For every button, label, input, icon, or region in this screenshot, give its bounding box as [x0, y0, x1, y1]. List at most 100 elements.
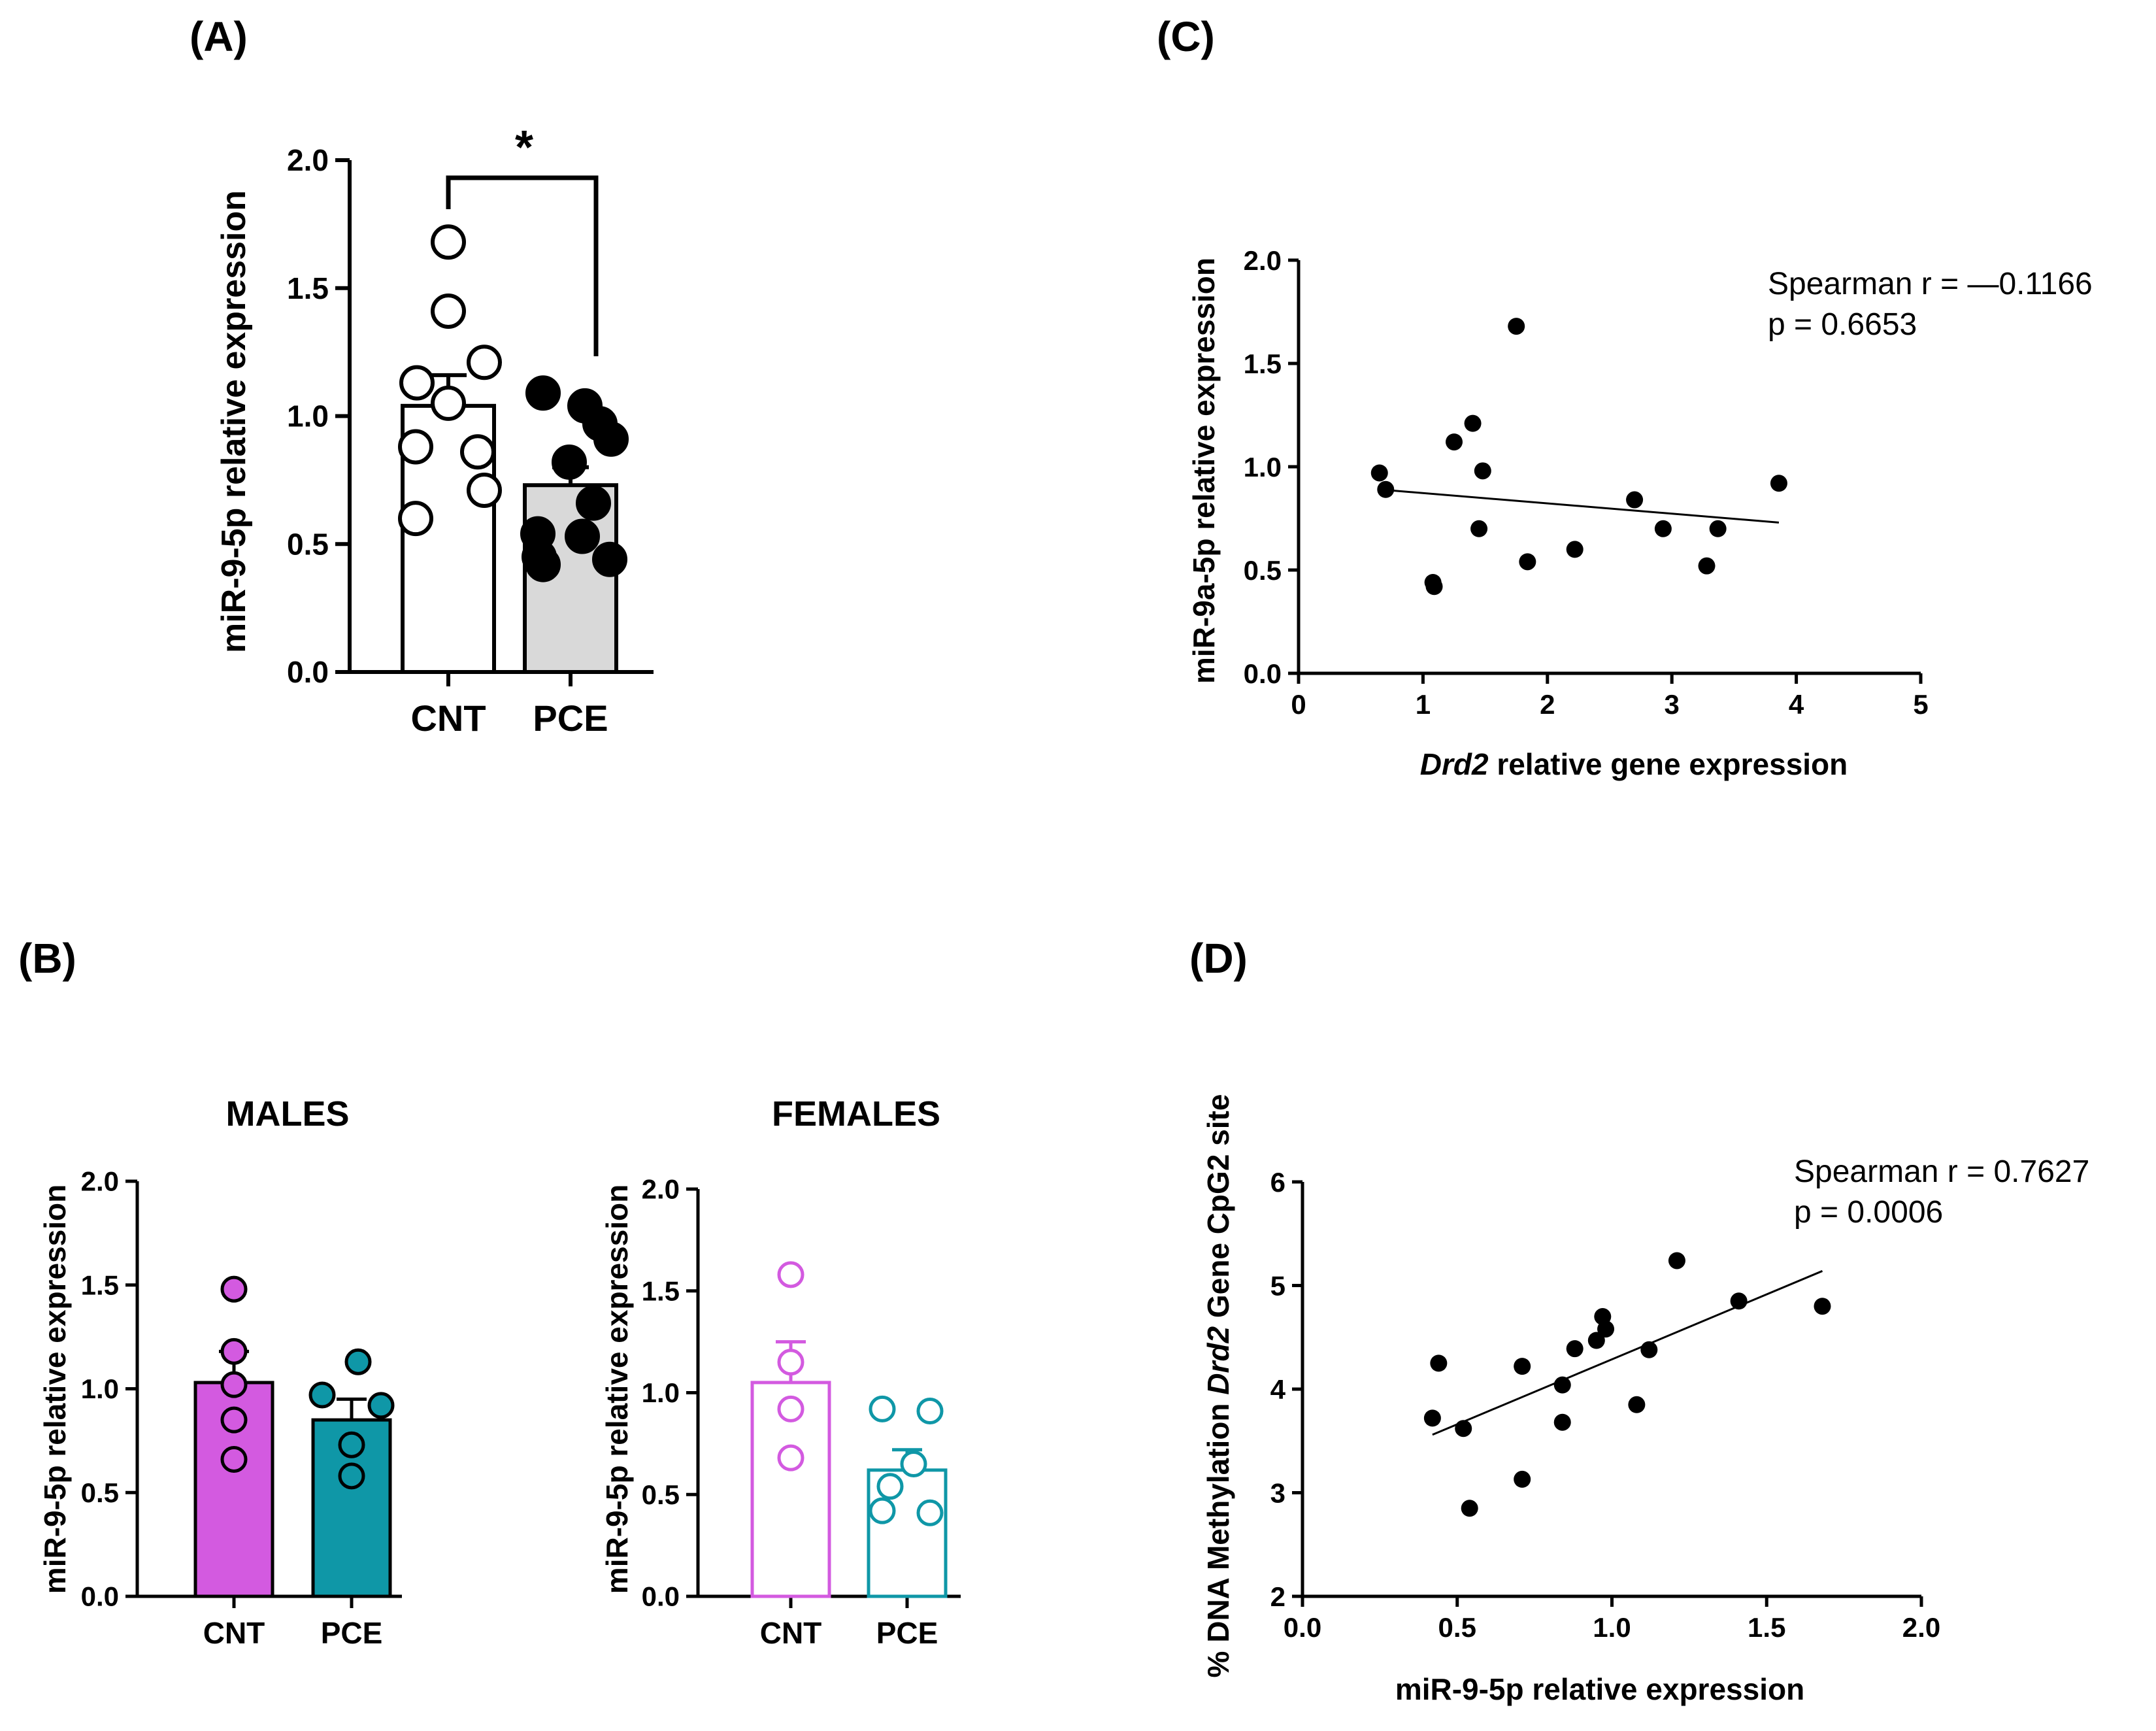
chart-c-annotation-p: p = 0.6653: [1768, 307, 1917, 342]
chart-d-y-tick-label: 2: [1270, 1581, 1285, 1612]
chart-a-ylabel: miR-9-5p relative expression: [215, 190, 253, 653]
chart-d-x-tick-label: 1.5: [1748, 1612, 1785, 1643]
chart-b-females-data-point: [900, 1451, 927, 1478]
chart-b-females-y-tick-label: 0.5: [642, 1479, 680, 1510]
chart-d-ylabel-pre: % DNA Methylation: [1201, 1395, 1235, 1678]
chart-b-males-data-point: [344, 1348, 372, 1375]
chart-d-y-tick-label: 3: [1270, 1478, 1285, 1509]
chart-c-data-point: [1709, 520, 1727, 537]
chart-d-x-tick-label: 0.0: [1284, 1612, 1321, 1643]
chart-a-y-tick-label: 1.0: [287, 399, 329, 433]
chart-d-x-tick-label: 2.0: [1902, 1612, 1940, 1643]
chart-a-data-point: [431, 385, 466, 421]
chart-b-males-data-point: [338, 1431, 365, 1458]
chart-a-data-point: [592, 541, 627, 577]
chart-c-x-tick-label: 3: [1665, 689, 1680, 720]
chart-b-females-y-tick-label: 1.5: [642, 1275, 680, 1306]
chart-b-females-data-point: [777, 1444, 804, 1471]
chart-a-data-point: [525, 375, 561, 411]
chart-b-females: 0.0 0.5 1.0 1.5 2.0 CNT PCE: [642, 1174, 961, 1650]
chart-c-x-tick-label: 1: [1416, 689, 1431, 720]
chart-b-females-data-point: [777, 1395, 804, 1422]
chart-d-data-point: [1597, 1320, 1615, 1338]
chart-d-data-point: [1668, 1252, 1685, 1269]
chart-b-males-title: MALES: [226, 1094, 350, 1134]
chart-a-data-point: [552, 444, 587, 480]
chart-d-data-point: [1553, 1376, 1571, 1394]
chart-d-ylabel-gene: Drd2: [1201, 1326, 1235, 1394]
chart-c-y-tick-label: 0.0: [1244, 658, 1282, 689]
chart-d-x-tick-label: 0.5: [1438, 1612, 1476, 1643]
chart-b-males-data-point: [220, 1445, 248, 1473]
chart-d-data-point: [1814, 1298, 1831, 1315]
chart-d-ylabel-post: Gene CpG2 site: [1201, 1094, 1235, 1326]
chart-d-annotation-r: Spearman r = 0.7627: [1794, 1154, 2089, 1189]
chart-b-females-data-point: [777, 1349, 804, 1376]
chart-a-data-point: [398, 429, 433, 465]
chart-a-data-point: [565, 518, 600, 554]
chart-a-data-point: [398, 501, 433, 537]
chart-d: 2 3 4 5 6 0.0 0.5 1.0 1.5 2.0: [1270, 1167, 1941, 1643]
chart-c-y-tick-label: 2.0: [1244, 245, 1282, 276]
chart-a-data-point: [576, 485, 611, 521]
chart-c-trendline: [1379, 488, 1780, 524]
chart-a-y-tick-label: 0.0: [287, 655, 329, 689]
chart-a-category-label: PCE: [533, 697, 608, 739]
panel-label-c: (C): [1157, 13, 1215, 60]
chart-b-females-ylabel: miR-9-5p relative expression: [600, 1185, 634, 1594]
chart-d-data-point: [1514, 1470, 1531, 1488]
chart-a-significance-bracket: [446, 175, 599, 356]
chart-d-data-point: [1553, 1413, 1571, 1431]
chart-b-males-data-point: [220, 1371, 248, 1398]
chart-d-data-point: [1730, 1292, 1748, 1310]
chart-c-data-point: [1464, 414, 1482, 432]
chart-b-females-category-label: CNT: [760, 1616, 822, 1650]
chart-d-y-tick-label: 6: [1270, 1167, 1285, 1198]
chart-b-males-y-tick-label: 2.0: [81, 1166, 119, 1197]
chart-b-males-y-tick-label: 0.5: [81, 1477, 119, 1508]
chart-c-xlabel-gene: Drd2: [1420, 747, 1489, 781]
chart-d-data-point: [1514, 1358, 1531, 1375]
panel-label-d: (D): [1189, 935, 1248, 982]
chart-b-females-category-label: PCE: [876, 1616, 938, 1650]
chart-d-y-tick-label: 4: [1270, 1374, 1286, 1405]
chart-c-data-point: [1770, 475, 1787, 492]
chart-c-ylabel: miR-9a-5p relative expression: [1187, 258, 1221, 684]
chart-a-y-tick-label: 1.5: [287, 271, 329, 305]
chart-b-males-data-point: [308, 1381, 336, 1409]
chart-b-females-data-point: [916, 1499, 944, 1526]
chart-c: 0.0 0.5 1.0 1.5 2.0 0 1 2 3 4 5: [1244, 245, 1929, 720]
chart-c-xlabel-rest: relative gene expression: [1489, 747, 1848, 781]
chart-a-data-point: [467, 473, 502, 509]
chart-c-data-point: [1519, 553, 1536, 571]
chart-c-data-point: [1377, 480, 1395, 498]
chart-b-females-data-point: [916, 1398, 944, 1425]
chart-c-xlabel: Drd2 relative gene expression: [1420, 747, 1848, 781]
chart-d-data-point: [1455, 1420, 1472, 1437]
chart-a-data-point: [399, 365, 435, 401]
chart-d-annotation-p: p = 0.0006: [1794, 1195, 1943, 1230]
chart-a-data-point: [593, 421, 629, 457]
chart-d-y-tick-label: 5: [1270, 1271, 1285, 1302]
chart-b-males: 0.0 0.5 1.0 1.5 2.0 CNT PCE: [81, 1166, 402, 1650]
chart-d-data-point: [1628, 1396, 1646, 1413]
chart-b-males-category-label: PCE: [321, 1616, 383, 1650]
panel-label-a: (A): [190, 13, 248, 60]
chart-b-females-y-tick-label: 2.0: [642, 1174, 680, 1205]
chart-b-males-y-tick-label: 1.0: [81, 1373, 119, 1404]
chart-c-data-point: [1654, 520, 1672, 537]
chart-b-females-data-point: [777, 1261, 804, 1288]
chart-c-data-point: [1446, 433, 1463, 451]
chart-d-data-point: [1430, 1354, 1448, 1372]
chart-b-males-data-point: [338, 1462, 365, 1490]
chart-a-y-tick-label: 2.0: [287, 143, 329, 177]
chart-a-data-point: [525, 546, 561, 582]
chart-a-y-tick-label: 0.5: [287, 527, 329, 561]
chart-b-females-data-point: [869, 1395, 896, 1422]
chart-b-males-data-point: [220, 1406, 248, 1434]
chart-c-data-point: [1370, 464, 1388, 482]
chart-b-females-title: FEMALES: [772, 1094, 940, 1134]
chart-d-data-point: [1640, 1341, 1658, 1358]
chart-b-females-y-tick-label: 0.0: [642, 1581, 680, 1612]
